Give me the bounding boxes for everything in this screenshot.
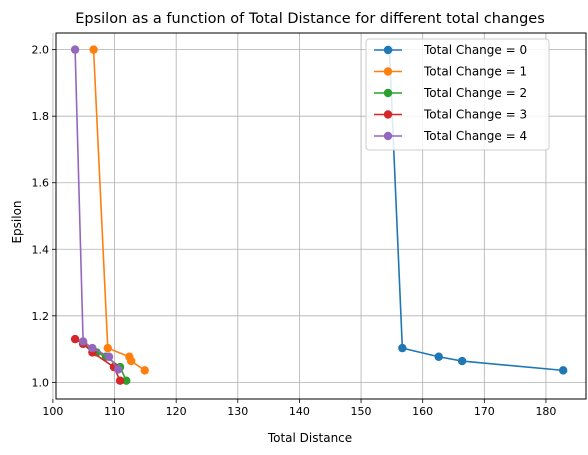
x-axis-label: Total Distance [267,431,352,445]
y-tick-label: 2.0 [32,44,50,57]
y-tick-label: 1.6 [32,177,50,190]
x-tick-label: 140 [289,405,310,418]
legend-marker [383,88,393,98]
legend-label: Total Change = 1 [423,65,527,79]
legend-item: Total Change = 3 [374,108,527,122]
x-tick-label: 160 [412,405,433,418]
data-point [122,376,131,385]
legend-marker [383,67,393,76]
series-4 [70,45,123,374]
legend-label: Total Change = 3 [423,108,527,122]
plot-frame [55,32,587,400]
y-tick-label: 1.4 [32,243,50,256]
data-point [103,343,112,353]
legend-marker [383,110,393,119]
legend-marker [383,45,393,55]
legend: Total Change = 0 Total Change = 1 Total Ch… [365,38,550,151]
series-line [92,49,146,372]
data-point [457,356,467,366]
legend-item: Total Change = 2 [374,86,527,100]
legend-label: Total Change = 2 [423,86,527,100]
data-point [89,45,98,54]
legend-marker [383,131,393,141]
axis-ticks: 100 110 120 130 140 150 160 170 180 1.0 1.2 1.4 1.6 1… [32,44,557,418]
data-point [558,366,568,375]
series-1 [89,45,149,375]
data-point [104,352,114,361]
data-point [126,356,136,366]
legend-item: Total Change = 1 [374,65,527,79]
x-tick-label: 100 [42,405,63,418]
legend-label: Total Change = 0 [423,43,527,57]
data-point [434,352,443,361]
chart-title: Epsilon as a function of Total Distance … [75,11,545,27]
data-point [70,45,80,54]
legend-item: Total Change = 4 [374,129,527,143]
data-point [140,366,149,375]
series-line [74,49,119,370]
y-axis-label: Epsilon [10,200,24,243]
data-point [114,365,123,374]
y-tick-label: 1.0 [32,376,50,389]
x-tick-label: 180 [535,405,556,418]
data-point [88,343,97,353]
data-point [70,334,80,344]
x-tick-label: 120 [166,405,187,418]
x-tick-label: 110 [104,405,125,418]
data-point [115,376,125,385]
y-tick-label: 1.2 [32,310,50,323]
legend-label: Total Change = 4 [423,129,527,143]
legend-box [365,38,550,151]
y-tick-label: 1.8 [32,110,50,123]
x-tick-label: 150 [351,405,372,418]
x-tick-label: 170 [474,405,495,418]
series-layer [70,45,568,385]
series-3 [70,334,125,385]
legend-item: Total Change = 0 [374,43,527,57]
data-point [398,343,407,353]
x-tick-label: 130 [227,405,248,418]
data-point [78,337,88,346]
